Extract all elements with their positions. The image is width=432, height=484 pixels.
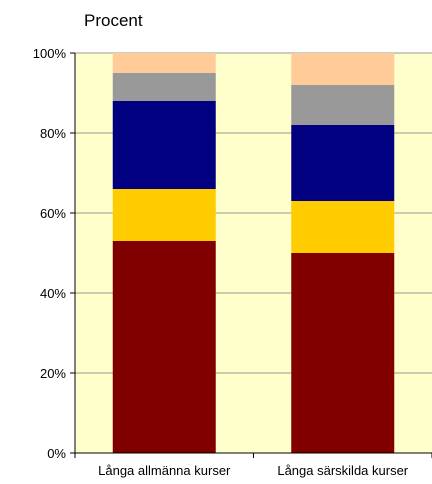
bar-segment <box>291 85 395 125</box>
bar-segment <box>291 125 395 201</box>
x-tick-label: Långa särskilda kurser <box>277 463 408 478</box>
y-tick-label: 100% <box>33 46 67 61</box>
y-axis-unit-label: Procent <box>84 11 143 30</box>
bar-segment <box>291 53 395 85</box>
bar-segment <box>112 53 216 73</box>
y-tick-labels: 0% 20% 40% 60% 80% 100% <box>33 46 67 461</box>
bar-segment <box>291 201 395 253</box>
y-tick-label: 60% <box>40 206 66 221</box>
bar-segment <box>112 189 216 241</box>
bars <box>112 53 395 453</box>
axes <box>70 52 432 458</box>
bar-segment <box>291 253 395 453</box>
x-tick-labels: Långa allmänna kurser Långa särskilda kur… <box>98 463 409 478</box>
y-tick-label: 40% <box>40 286 66 301</box>
x-tick-label: Långa allmänna kurser <box>98 463 231 478</box>
y-tick-label: 0% <box>47 446 66 461</box>
bar-segment <box>112 241 216 453</box>
bar-segment <box>112 101 216 189</box>
y-tick-label: 80% <box>40 126 66 141</box>
y-tick-label: 20% <box>40 366 66 381</box>
bar-segment <box>112 73 216 101</box>
